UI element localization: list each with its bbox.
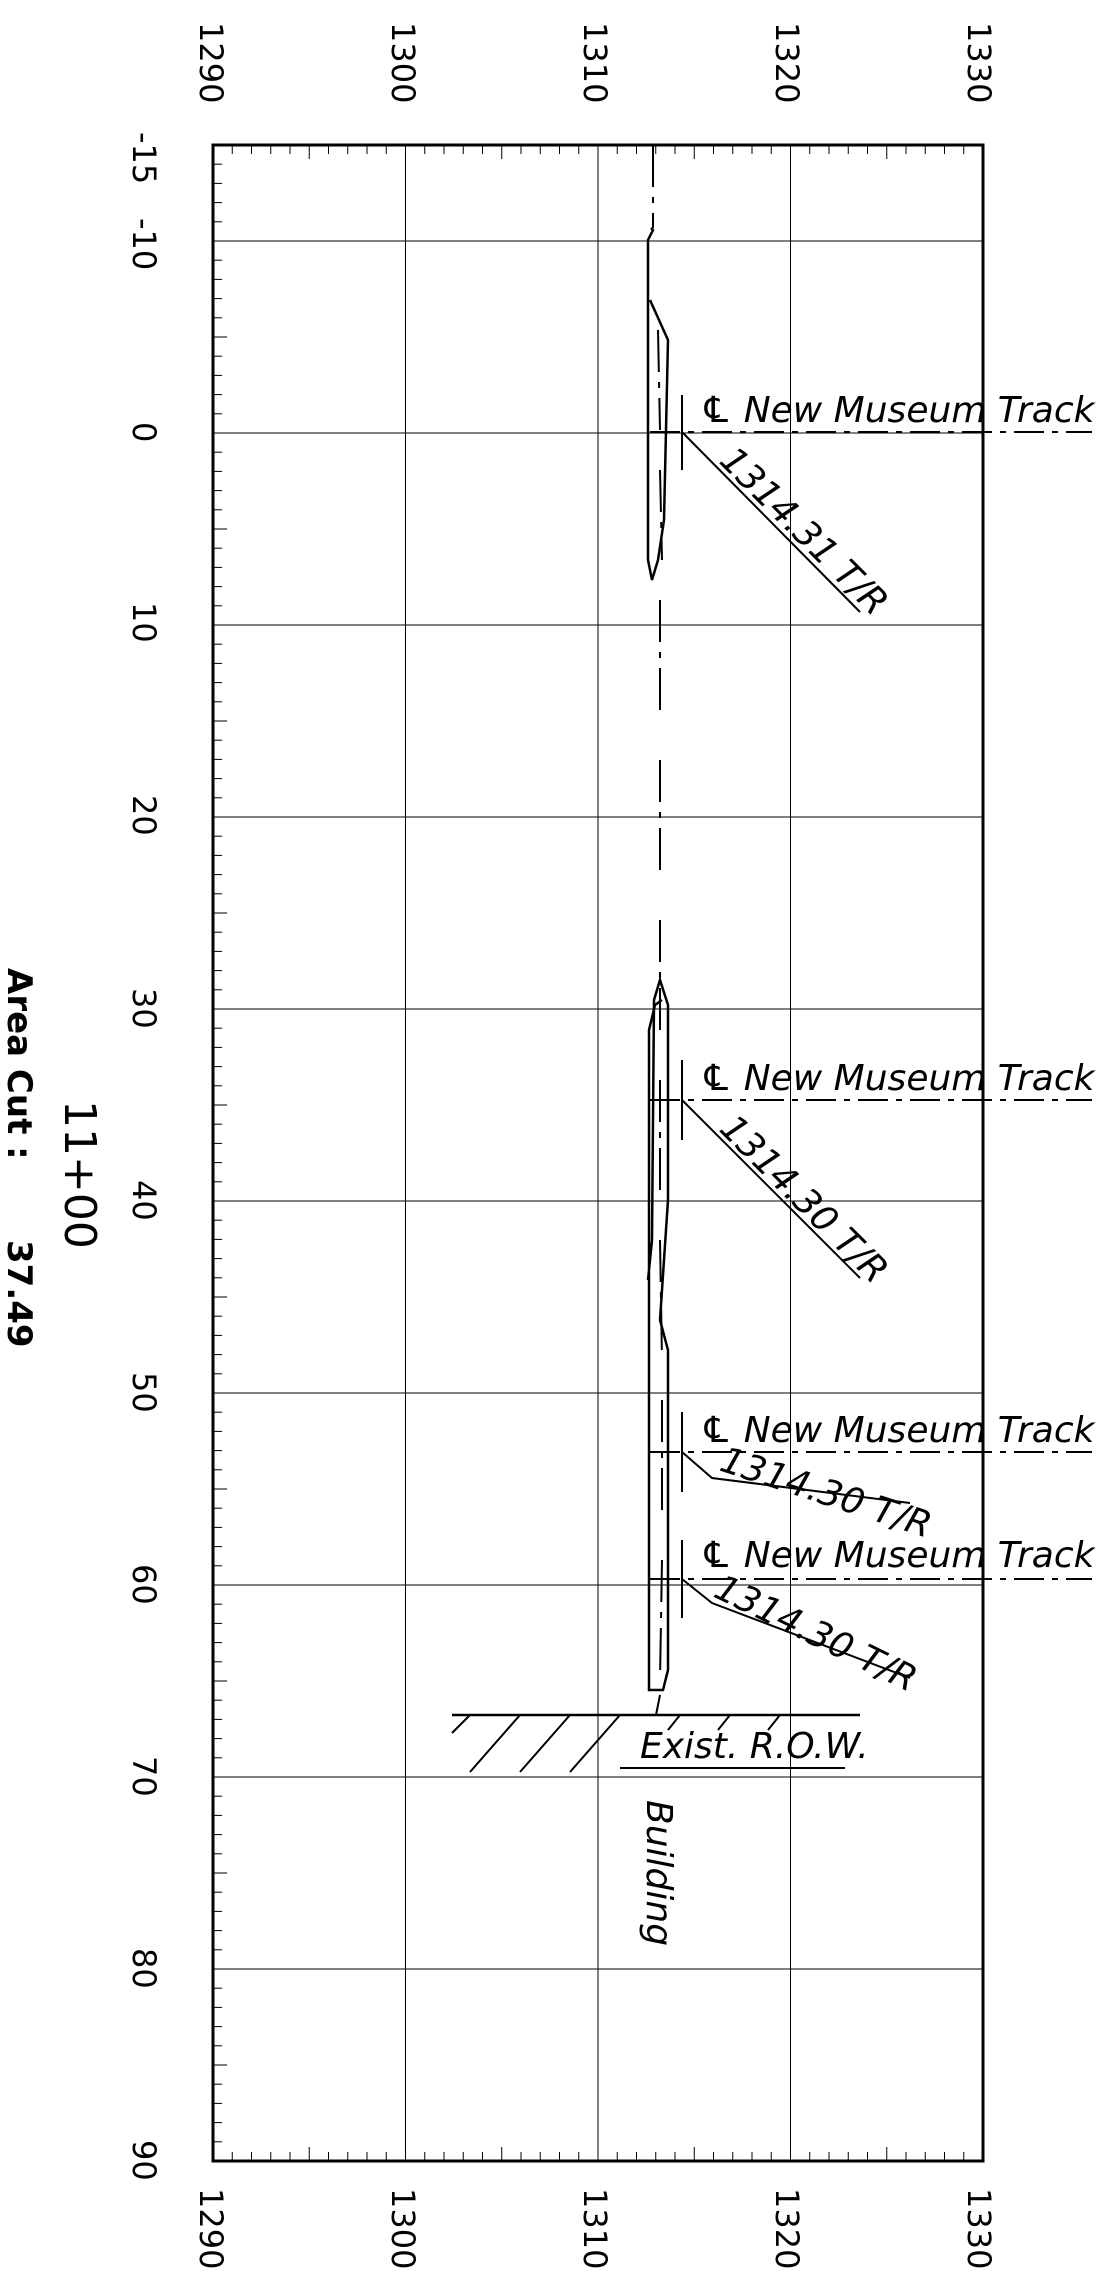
offset-labels: -15 -10 0 10 20 30 40 50 60 70 80 90 bbox=[125, 132, 163, 2181]
track-5-leader bbox=[681, 1578, 911, 1679]
elev-label-1300: 1300 bbox=[384, 22, 422, 103]
row-hatching bbox=[451, 1714, 781, 1773]
track-1-leader bbox=[681, 431, 861, 613]
track-5-label: ℄ New Museum Track 5 bbox=[700, 1535, 1099, 1576]
track-3-leader bbox=[681, 1451, 911, 1504]
elev-label-1330: 1330 bbox=[960, 22, 998, 103]
elev-label-bottom-1290: 1290 bbox=[192, 2188, 230, 2269]
elevation-labels-bottom: 1290 1300 1310 1320 1330 bbox=[192, 2188, 998, 2269]
section-outline-upper bbox=[646, 227, 670, 581]
elev-label-bottom-1320: 1320 bbox=[768, 2188, 806, 2269]
offset-label-60: 60 bbox=[125, 1564, 163, 1605]
track-1-label: ℄ New Museum Track 1 bbox=[700, 390, 1099, 431]
offset-label-m15: -15 bbox=[125, 132, 163, 184]
elev-label-1320: 1320 bbox=[768, 22, 806, 103]
track-2-elevation: 1314.30 T/R bbox=[712, 1107, 896, 1291]
section-outline-lower bbox=[646, 975, 670, 1692]
offset-label-40: 40 bbox=[125, 1180, 163, 1221]
existing-ground-profile bbox=[652, 145, 663, 1716]
building-label: Building bbox=[638, 1800, 679, 1946]
track-1-elevation: 1314.31 T/R bbox=[712, 439, 896, 623]
track-5-elevation: 1314.30 T/R bbox=[708, 1567, 923, 1700]
offset-label-70: 70 bbox=[125, 1756, 163, 1797]
minor-ticks bbox=[212, 144, 984, 2162]
row-label: Exist. R.O.W. bbox=[640, 1726, 869, 1767]
area-cut-value: 37.49 bbox=[0, 1240, 39, 1348]
offset-label-80: 80 bbox=[125, 1948, 163, 1989]
elev-label-bottom-1300: 1300 bbox=[384, 2188, 422, 2269]
offset-label-30: 30 bbox=[125, 988, 163, 1029]
offset-label-10: 10 bbox=[125, 602, 163, 643]
station-label: 11+00 bbox=[54, 1100, 105, 1249]
elev-label-bottom-1310: 1310 bbox=[576, 2188, 614, 2269]
elev-label-1310: 1310 bbox=[576, 22, 614, 103]
offset-label-20: 20 bbox=[125, 795, 163, 836]
track-2-label: ℄ New Museum Track 2 bbox=[700, 1058, 1099, 1099]
offset-label-50: 50 bbox=[125, 1372, 163, 1413]
elevation-labels-top: 1290 1300 1310 1320 1330 bbox=[192, 22, 998, 103]
elev-label-1290: 1290 bbox=[192, 22, 230, 103]
track-3-label: ℄ New Museum Track 3 bbox=[700, 1410, 1099, 1451]
elev-label-bottom-1330: 1330 bbox=[960, 2188, 998, 2269]
grid-lines bbox=[213, 145, 983, 2161]
area-cut-label: Area Cut : bbox=[0, 968, 39, 1160]
offset-label-0: 0 bbox=[125, 422, 163, 442]
offset-label-m10: -10 bbox=[125, 218, 163, 270]
offset-label-90: 90 bbox=[125, 2140, 163, 2181]
track-3-elevation: 1314.30 T/R bbox=[715, 1440, 936, 1547]
track-2-leader bbox=[681, 1099, 861, 1279]
